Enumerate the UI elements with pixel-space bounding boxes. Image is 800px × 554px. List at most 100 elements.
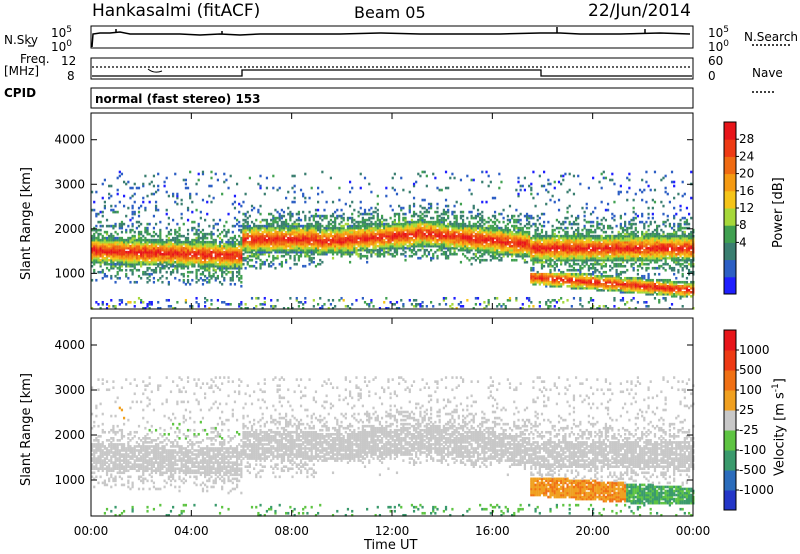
power-cell — [581, 238, 584, 242]
power-cell — [114, 274, 117, 278]
power-cell — [385, 222, 388, 226]
power-cell — [545, 248, 548, 252]
power-cell — [154, 200, 158, 204]
power-cell — [436, 206, 439, 210]
power-cell — [438, 232, 441, 236]
power-cell — [419, 214, 422, 218]
power-cell — [348, 216, 352, 220]
power-cell — [267, 262, 271, 266]
power-cell — [340, 240, 343, 244]
power-cell — [440, 188, 443, 192]
power-cell — [289, 214, 292, 218]
power-cell — [481, 180, 484, 184]
power-cell — [95, 224, 98, 228]
power-cell — [549, 244, 552, 248]
power-cell — [555, 280, 558, 284]
power-cell — [267, 240, 271, 244]
power-cell — [108, 254, 111, 258]
power-cell — [184, 236, 188, 240]
power-cell — [404, 212, 407, 216]
power-cell — [366, 240, 369, 244]
power-cell — [97, 254, 100, 258]
power-cell — [348, 240, 352, 244]
power-cell — [410, 214, 414, 218]
power-cell — [564, 172, 567, 176]
power-cell — [344, 202, 347, 206]
power-cell — [451, 246, 454, 250]
power-cell — [327, 242, 330, 246]
power-cell — [131, 234, 134, 238]
power-cell — [474, 236, 477, 240]
power-cell — [248, 234, 251, 238]
power-cell — [517, 220, 520, 224]
power-cell — [129, 196, 132, 200]
power-cell — [374, 226, 377, 230]
power-cell — [538, 242, 541, 246]
power-cell — [410, 230, 414, 234]
power-cell — [555, 250, 558, 254]
power-cell — [553, 262, 556, 266]
power-cell — [95, 242, 98, 246]
power-cell — [270, 218, 273, 222]
power-cell — [312, 260, 315, 264]
power-cell — [223, 266, 226, 270]
power-cell — [246, 216, 249, 220]
power-cell — [532, 280, 535, 284]
power-cell — [560, 256, 563, 260]
power-cell — [438, 224, 441, 228]
power-cell — [257, 210, 260, 214]
power-cell — [562, 174, 565, 178]
power-cell — [383, 238, 386, 242]
power-cell — [150, 242, 153, 246]
power-cell — [383, 230, 386, 234]
power-cell — [229, 236, 232, 240]
power-cell — [122, 248, 126, 252]
power-cell — [152, 192, 156, 196]
power-cell — [174, 260, 177, 264]
power-cell — [244, 218, 247, 222]
power-cell — [551, 230, 554, 234]
power-cell — [105, 246, 109, 250]
power-cell — [417, 242, 420, 246]
power-cell — [517, 232, 520, 236]
power-cell — [238, 234, 241, 238]
power-cell — [476, 238, 480, 242]
power-cell — [538, 244, 541, 248]
power-cell — [172, 236, 175, 240]
power-cell — [421, 220, 424, 224]
power-cell — [174, 306, 177, 310]
power-cell — [398, 214, 401, 218]
power-cell — [242, 236, 245, 240]
power-cell — [272, 186, 275, 190]
power-cell — [178, 262, 181, 266]
power-cell — [348, 224, 352, 228]
power-cell — [372, 242, 375, 246]
power-cell — [523, 260, 527, 264]
power-cell — [218, 264, 222, 268]
power-cell — [253, 234, 256, 238]
power-cell — [547, 276, 550, 280]
power-cell — [508, 252, 512, 256]
power-cell — [487, 234, 490, 238]
power-cell — [95, 250, 98, 254]
power-cell — [461, 242, 465, 246]
power-cell — [504, 252, 507, 256]
power-cell — [557, 254, 561, 258]
power-cell — [540, 280, 544, 284]
power-cell — [363, 218, 367, 222]
power-cell — [489, 248, 492, 252]
power-cell — [368, 228, 371, 232]
power-cell — [297, 228, 301, 232]
power-cell — [201, 278, 205, 282]
power-cell — [340, 252, 343, 256]
power-cell — [146, 258, 149, 262]
power-cell — [137, 268, 141, 272]
power-cell — [216, 252, 219, 256]
power-cell — [515, 208, 518, 212]
power-cell — [408, 190, 411, 194]
power-cell — [427, 250, 431, 254]
power-cell — [99, 220, 102, 224]
power-cell — [144, 262, 147, 266]
power-cell — [263, 250, 266, 254]
power-cell — [169, 304, 173, 308]
